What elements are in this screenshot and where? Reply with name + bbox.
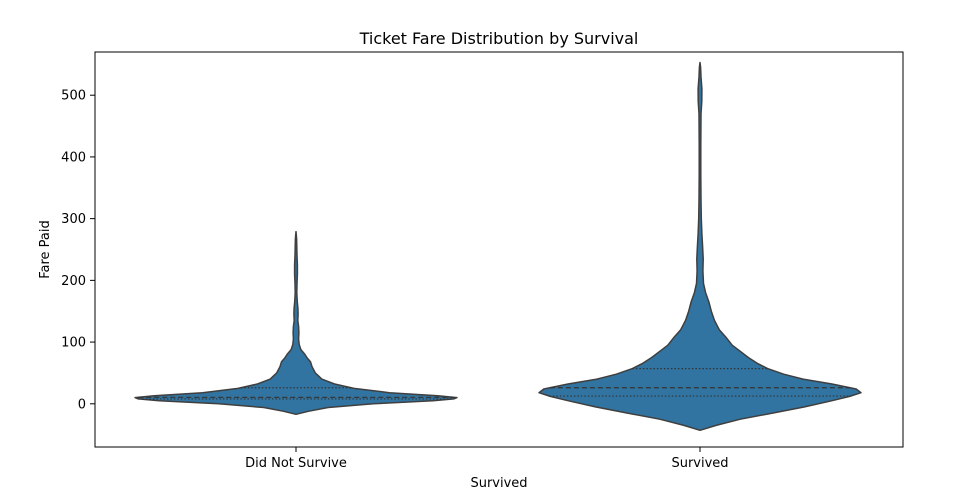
x-tick-label: Survived bbox=[671, 456, 728, 471]
x-axis-ticks: Did Not Survive Survived bbox=[245, 447, 729, 471]
y-axis-ticks: 0 100 200 300 400 500 bbox=[61, 89, 95, 412]
x-tick-label: Did Not Survive bbox=[245, 456, 347, 471]
y-tick-label: 400 bbox=[61, 150, 86, 165]
y-tick-label: 0 bbox=[78, 397, 86, 412]
y-tick-label: 500 bbox=[61, 89, 86, 104]
violin-group bbox=[134, 61, 862, 432]
violin-body-survived bbox=[538, 61, 862, 432]
plot-frame bbox=[94, 51, 904, 448]
y-tick-label: 100 bbox=[61, 336, 86, 351]
y-axis-label: Fare Paid bbox=[38, 220, 53, 279]
x-axis-label: Survived bbox=[470, 476, 527, 491]
chart-title: Ticket Fare Distribution by Survival bbox=[359, 29, 639, 48]
y-tick-label: 300 bbox=[61, 212, 86, 227]
violin-body-did-not-survive bbox=[134, 230, 458, 416]
y-tick-label: 200 bbox=[61, 274, 86, 289]
